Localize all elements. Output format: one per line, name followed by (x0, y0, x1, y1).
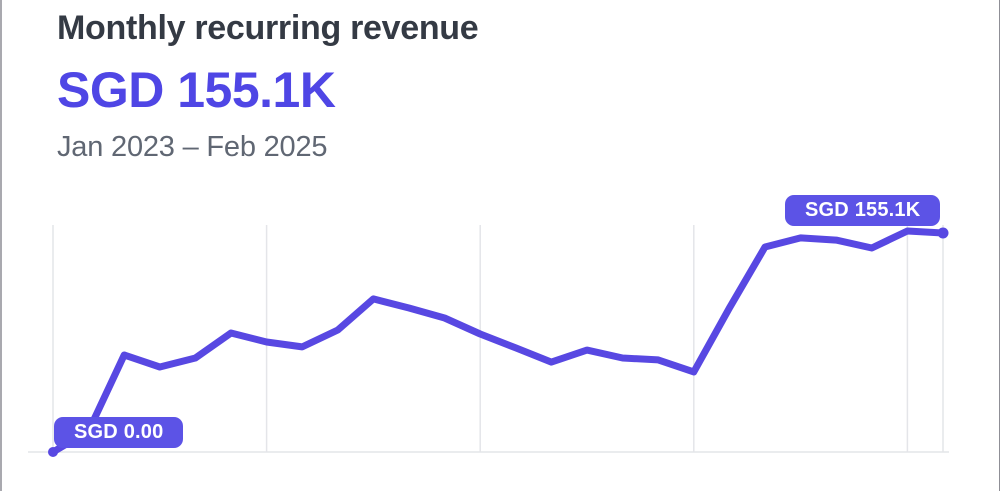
date-range: Jan 2023 – Feb 2025 (57, 131, 328, 163)
page-title: Monthly recurring revenue (57, 9, 479, 47)
start-value-badge: SGD 0.00 (54, 417, 184, 448)
start-point-dot (48, 447, 58, 457)
metric-value: SGD 155.1K (57, 62, 336, 118)
revenue-line-series (49, 227, 947, 456)
end-point-dot (937, 227, 949, 239)
end-value-badge: SGD 155.1K (785, 195, 941, 226)
mrr-header: Monthly recurring revenue SGD 155.1K Jan… (57, 8, 479, 164)
